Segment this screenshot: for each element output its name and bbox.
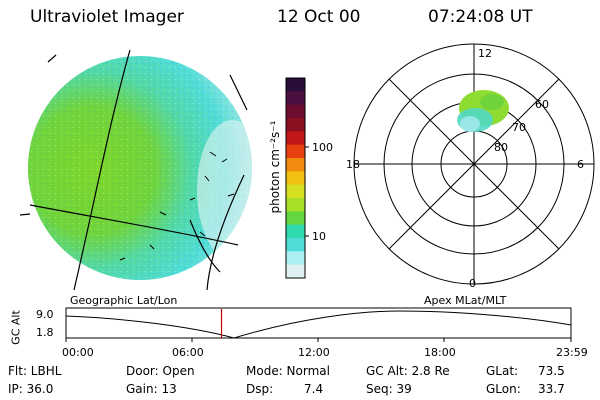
colorbar-tick-10: 10 <box>312 230 326 243</box>
xtick-00-00: 00:00 <box>62 346 94 359</box>
instrument-title: Ultraviolet Imager <box>30 7 184 27</box>
polar-label-80: 80 <box>494 141 508 154</box>
colorbar-band <box>286 264 305 279</box>
glon-value: 33.7 <box>538 382 565 396</box>
colorbar-band <box>286 251 305 266</box>
xtick-12-00: 12:00 <box>298 346 330 359</box>
door-field: Door: Open <box>126 364 195 378</box>
glon-label: GLon: <box>486 382 521 396</box>
seq-field: Seq: 39 <box>366 382 412 396</box>
colorbar-band <box>286 104 305 119</box>
xtick-23-59: 23:59 <box>556 346 588 359</box>
glat-label: GLat: <box>486 364 519 378</box>
date-label: 12 Oct 00 <box>277 7 361 27</box>
polar-label-6: 6 <box>577 158 584 171</box>
gain-field: Gain: 13 <box>126 382 177 396</box>
polar-label-18: 18 <box>346 158 360 171</box>
dsp-label: Dsp: <box>246 382 274 396</box>
ytick-9: 9.0 <box>36 308 54 321</box>
ip-field: IP: 36.0 <box>8 382 54 396</box>
mode-field: Mode: Normal <box>246 364 330 378</box>
colorbar-band <box>286 171 305 186</box>
glat-value: 73.5 <box>538 364 565 378</box>
dsp-value: 7.4 <box>304 382 324 396</box>
colorbar-band <box>286 118 305 132</box>
colorbar-band <box>286 78 305 92</box>
colorbar-band <box>286 91 305 106</box>
colorbar-band <box>286 224 305 239</box>
aurora-blob <box>457 90 509 132</box>
geographic-caption: Geographic Lat/Lon <box>70 294 178 307</box>
colorbar-band <box>286 158 305 172</box>
polar-label-0: 0 <box>469 277 476 290</box>
gc-alt-field: GC Alt: 2.8 Re <box>366 364 450 378</box>
polar-label-60: 60 <box>535 98 549 111</box>
polar-label-70: 70 <box>512 121 526 134</box>
colorbar-band <box>286 131 305 146</box>
colorbar-band <box>286 184 305 199</box>
polar-label-12: 12 <box>478 47 492 60</box>
colorbar-band <box>286 211 305 226</box>
flt-field: Flt: LBHL <box>8 364 62 378</box>
colorbar-band <box>286 144 305 159</box>
xtick-06-00: 06:00 <box>172 346 204 359</box>
colorbar-band <box>286 198 305 212</box>
colorbar-tick-100: 100 <box>312 141 333 154</box>
colorbar-band <box>286 238 305 252</box>
ytick-1-8: 1.8 <box>36 326 54 339</box>
time-label: 07:24:08 UT <box>428 7 533 27</box>
apex-caption: Apex MLat/MLT <box>424 294 507 307</box>
xtick-18-00: 18:00 <box>424 346 456 359</box>
